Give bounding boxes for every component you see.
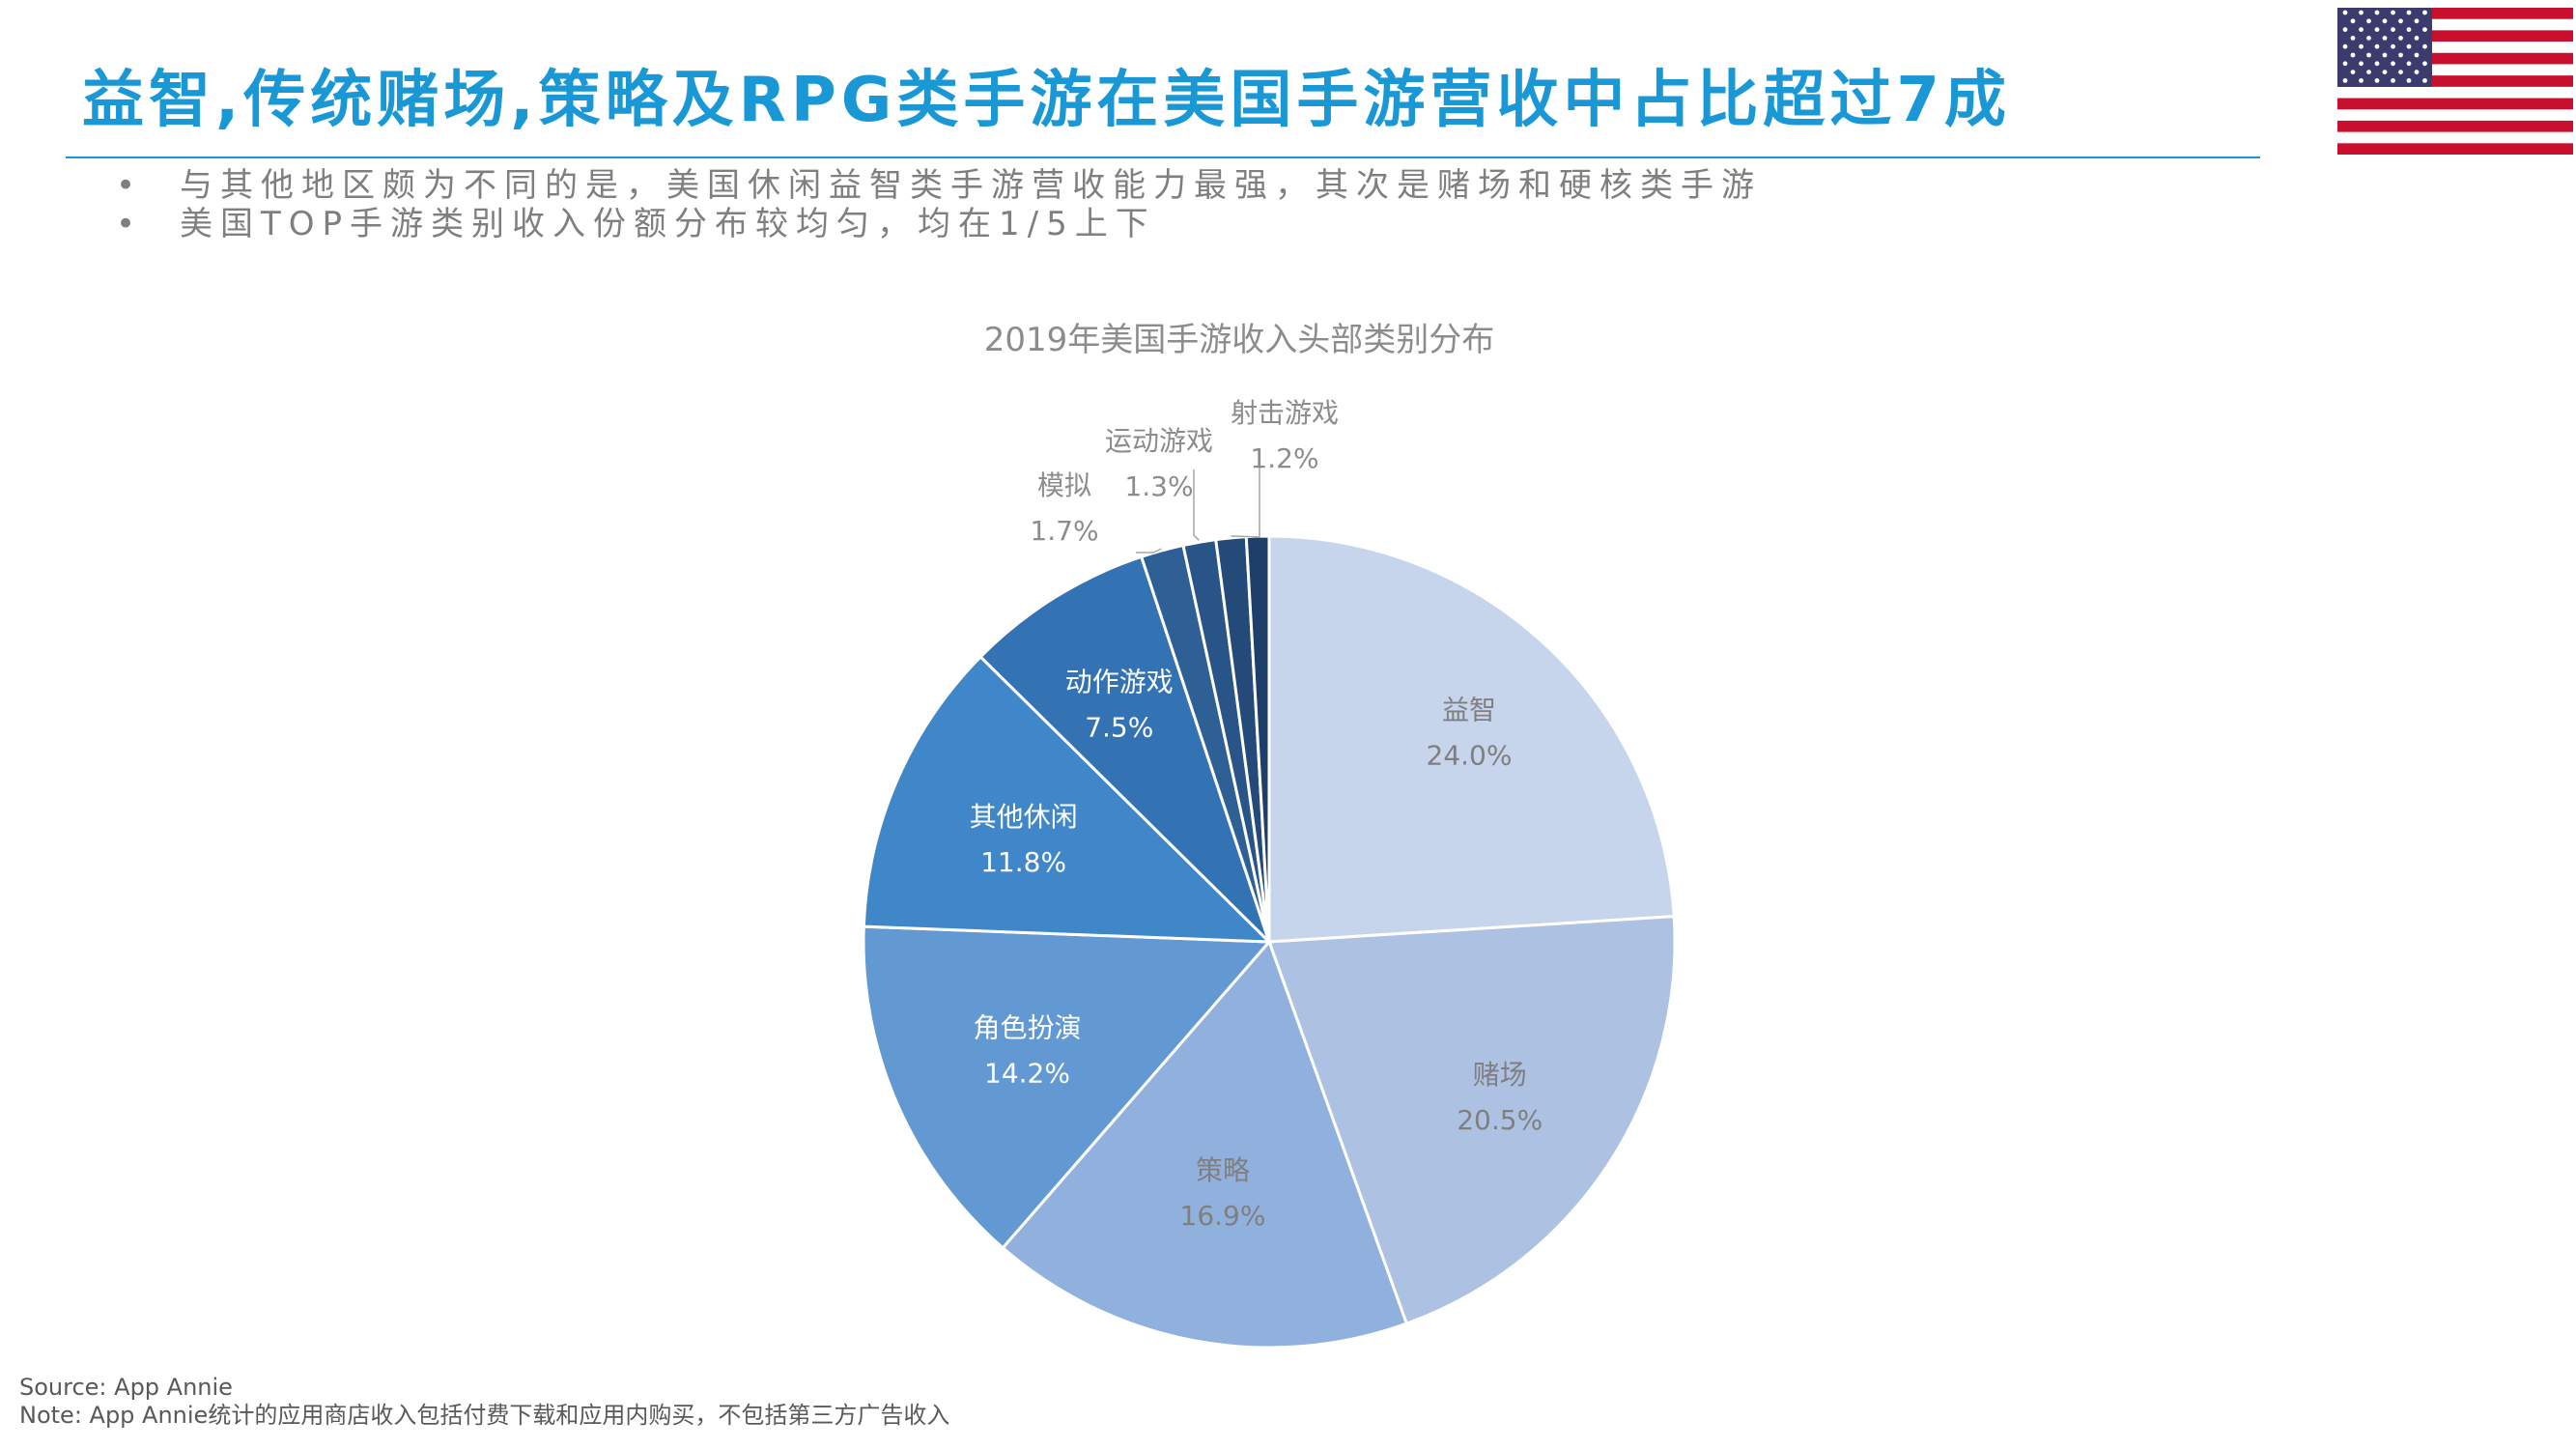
source-note: Source: App Annie	[19, 1374, 233, 1401]
slice-label: 角色扮演	[973, 1011, 1081, 1043]
pie-slice	[978, 554, 1271, 944]
slice-label: 射击游戏	[1231, 397, 1339, 429]
slice-label: 赌场	[1473, 1059, 1527, 1091]
slice-label: 策略	[1196, 1154, 1250, 1186]
bullet-item: 美国TOP手游类别收入份额分布较均匀，均在1/5上下	[116, 205, 1762, 243]
slice-label: 其他休闲	[970, 801, 1078, 833]
slice-value-label: 24.0%	[1427, 740, 1513, 772]
slice-label: 模拟	[1037, 469, 1091, 501]
footer: Source: App Annie Note: App Annie统计的应用商店…	[19, 1374, 949, 1430]
pie-slice	[1267, 534, 1676, 944]
slice-label: 动作游戏	[1065, 666, 1174, 697]
pie-slice	[862, 654, 1273, 944]
slice-value-label: 1.7%	[1030, 515, 1098, 547]
slice-value-label: 14.2%	[984, 1057, 1070, 1089]
leader-line	[1193, 469, 1200, 541]
slice-value-label: 1.3%	[1124, 470, 1193, 502]
slice-label: 运动游戏	[1105, 425, 1213, 457]
pie-slice	[862, 924, 1273, 1250]
pie-slice	[1001, 939, 1409, 1350]
us-flag-icon	[2337, 8, 2573, 155]
title-divider	[66, 156, 2260, 158]
page-title: 益智,传统赌场,策略及RPG类手游在美国手游营收中占比超过7成	[82, 65, 2011, 136]
slice-value-label: 16.9%	[1180, 1200, 1266, 1232]
chart-title: 2019年美国手游收入头部类别分布	[984, 321, 1495, 359]
slice-value-label: 1.2%	[1250, 442, 1318, 474]
leader-line	[1136, 548, 1162, 554]
slice-value-label: 11.8%	[980, 846, 1066, 878]
leader-line	[1231, 466, 1260, 538]
summary-bullets: 与其他地区颇为不同的是，美国休闲益智类手游营收能力最强，其次是赌场和硬核类手游 …	[116, 166, 1762, 243]
slice-value-label: 20.5%	[1457, 1104, 1543, 1136]
slice-label: 益智	[1442, 695, 1496, 726]
bullet-item: 与其他地区颇为不同的是，美国休闲益智类手游营收能力最强，其次是赌场和硬核类手游	[116, 166, 1762, 205]
footnote: Note: App Annie统计的应用商店收入包括付费下载和应用内购买，不包括…	[19, 1402, 950, 1429]
slice-value-label: 7.5%	[1085, 711, 1153, 743]
